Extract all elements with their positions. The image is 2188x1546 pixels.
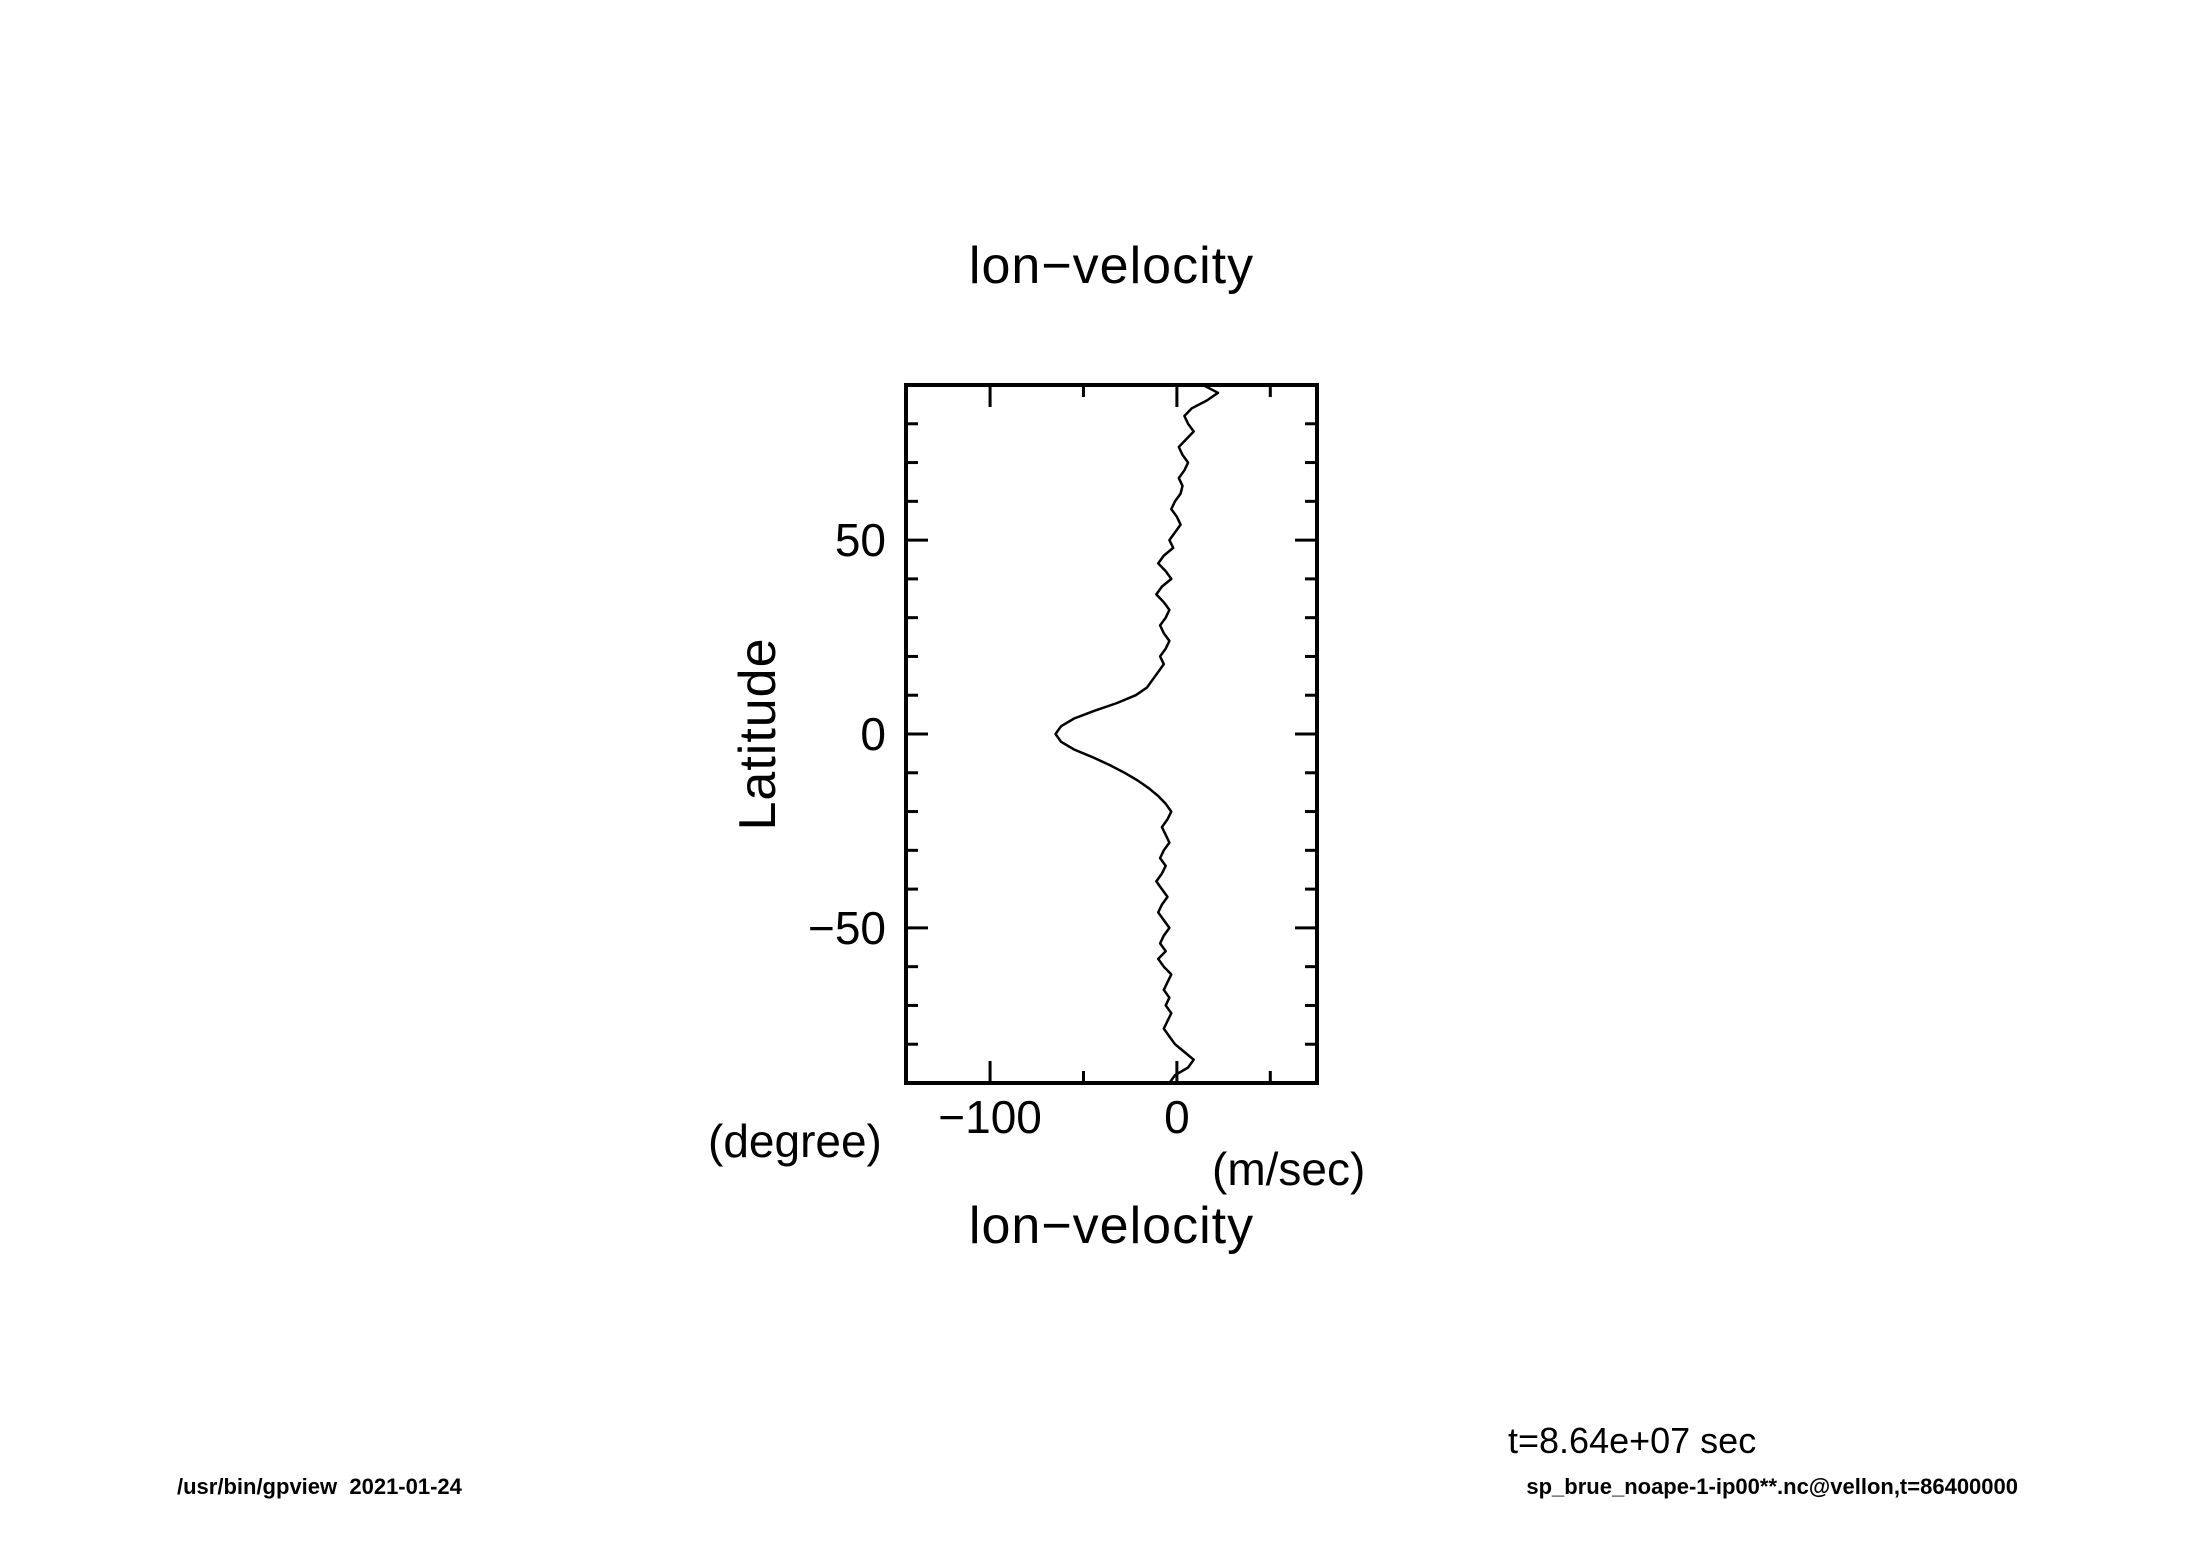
plot-box: [904, 383, 1319, 1085]
y-axis-units: (degree): [708, 1115, 882, 1167]
y-tick-label: −50: [808, 902, 886, 954]
x-tick-label: 0: [1164, 1091, 1190, 1143]
annotation-time: t=8.64e+07 sec: [1508, 1420, 1757, 1461]
y-tick-label: 50: [835, 514, 886, 566]
x-axis-units: (m/sec): [1212, 1143, 1366, 1195]
footer-filename: sp_brue_noape-1-ip00**.nc@vellon,t=86400…: [1526, 1474, 2018, 1499]
velocity-curve: [1054, 383, 1220, 1085]
x-axis-title: lon−velocity: [968, 1197, 1255, 1255]
x-tick-label: −100: [938, 1091, 1042, 1143]
y-axis-label: Latitude: [729, 637, 787, 831]
annotation-block: t=8.64e+07 sec (mean) lon:0..359.297: [1508, 1316, 1860, 1546]
chart-title: lon−velocity: [968, 237, 1255, 295]
y-tick-label: 0: [860, 708, 886, 760]
footer-command: /usr/bin/gpview 2021-01-24: [177, 1474, 462, 1499]
